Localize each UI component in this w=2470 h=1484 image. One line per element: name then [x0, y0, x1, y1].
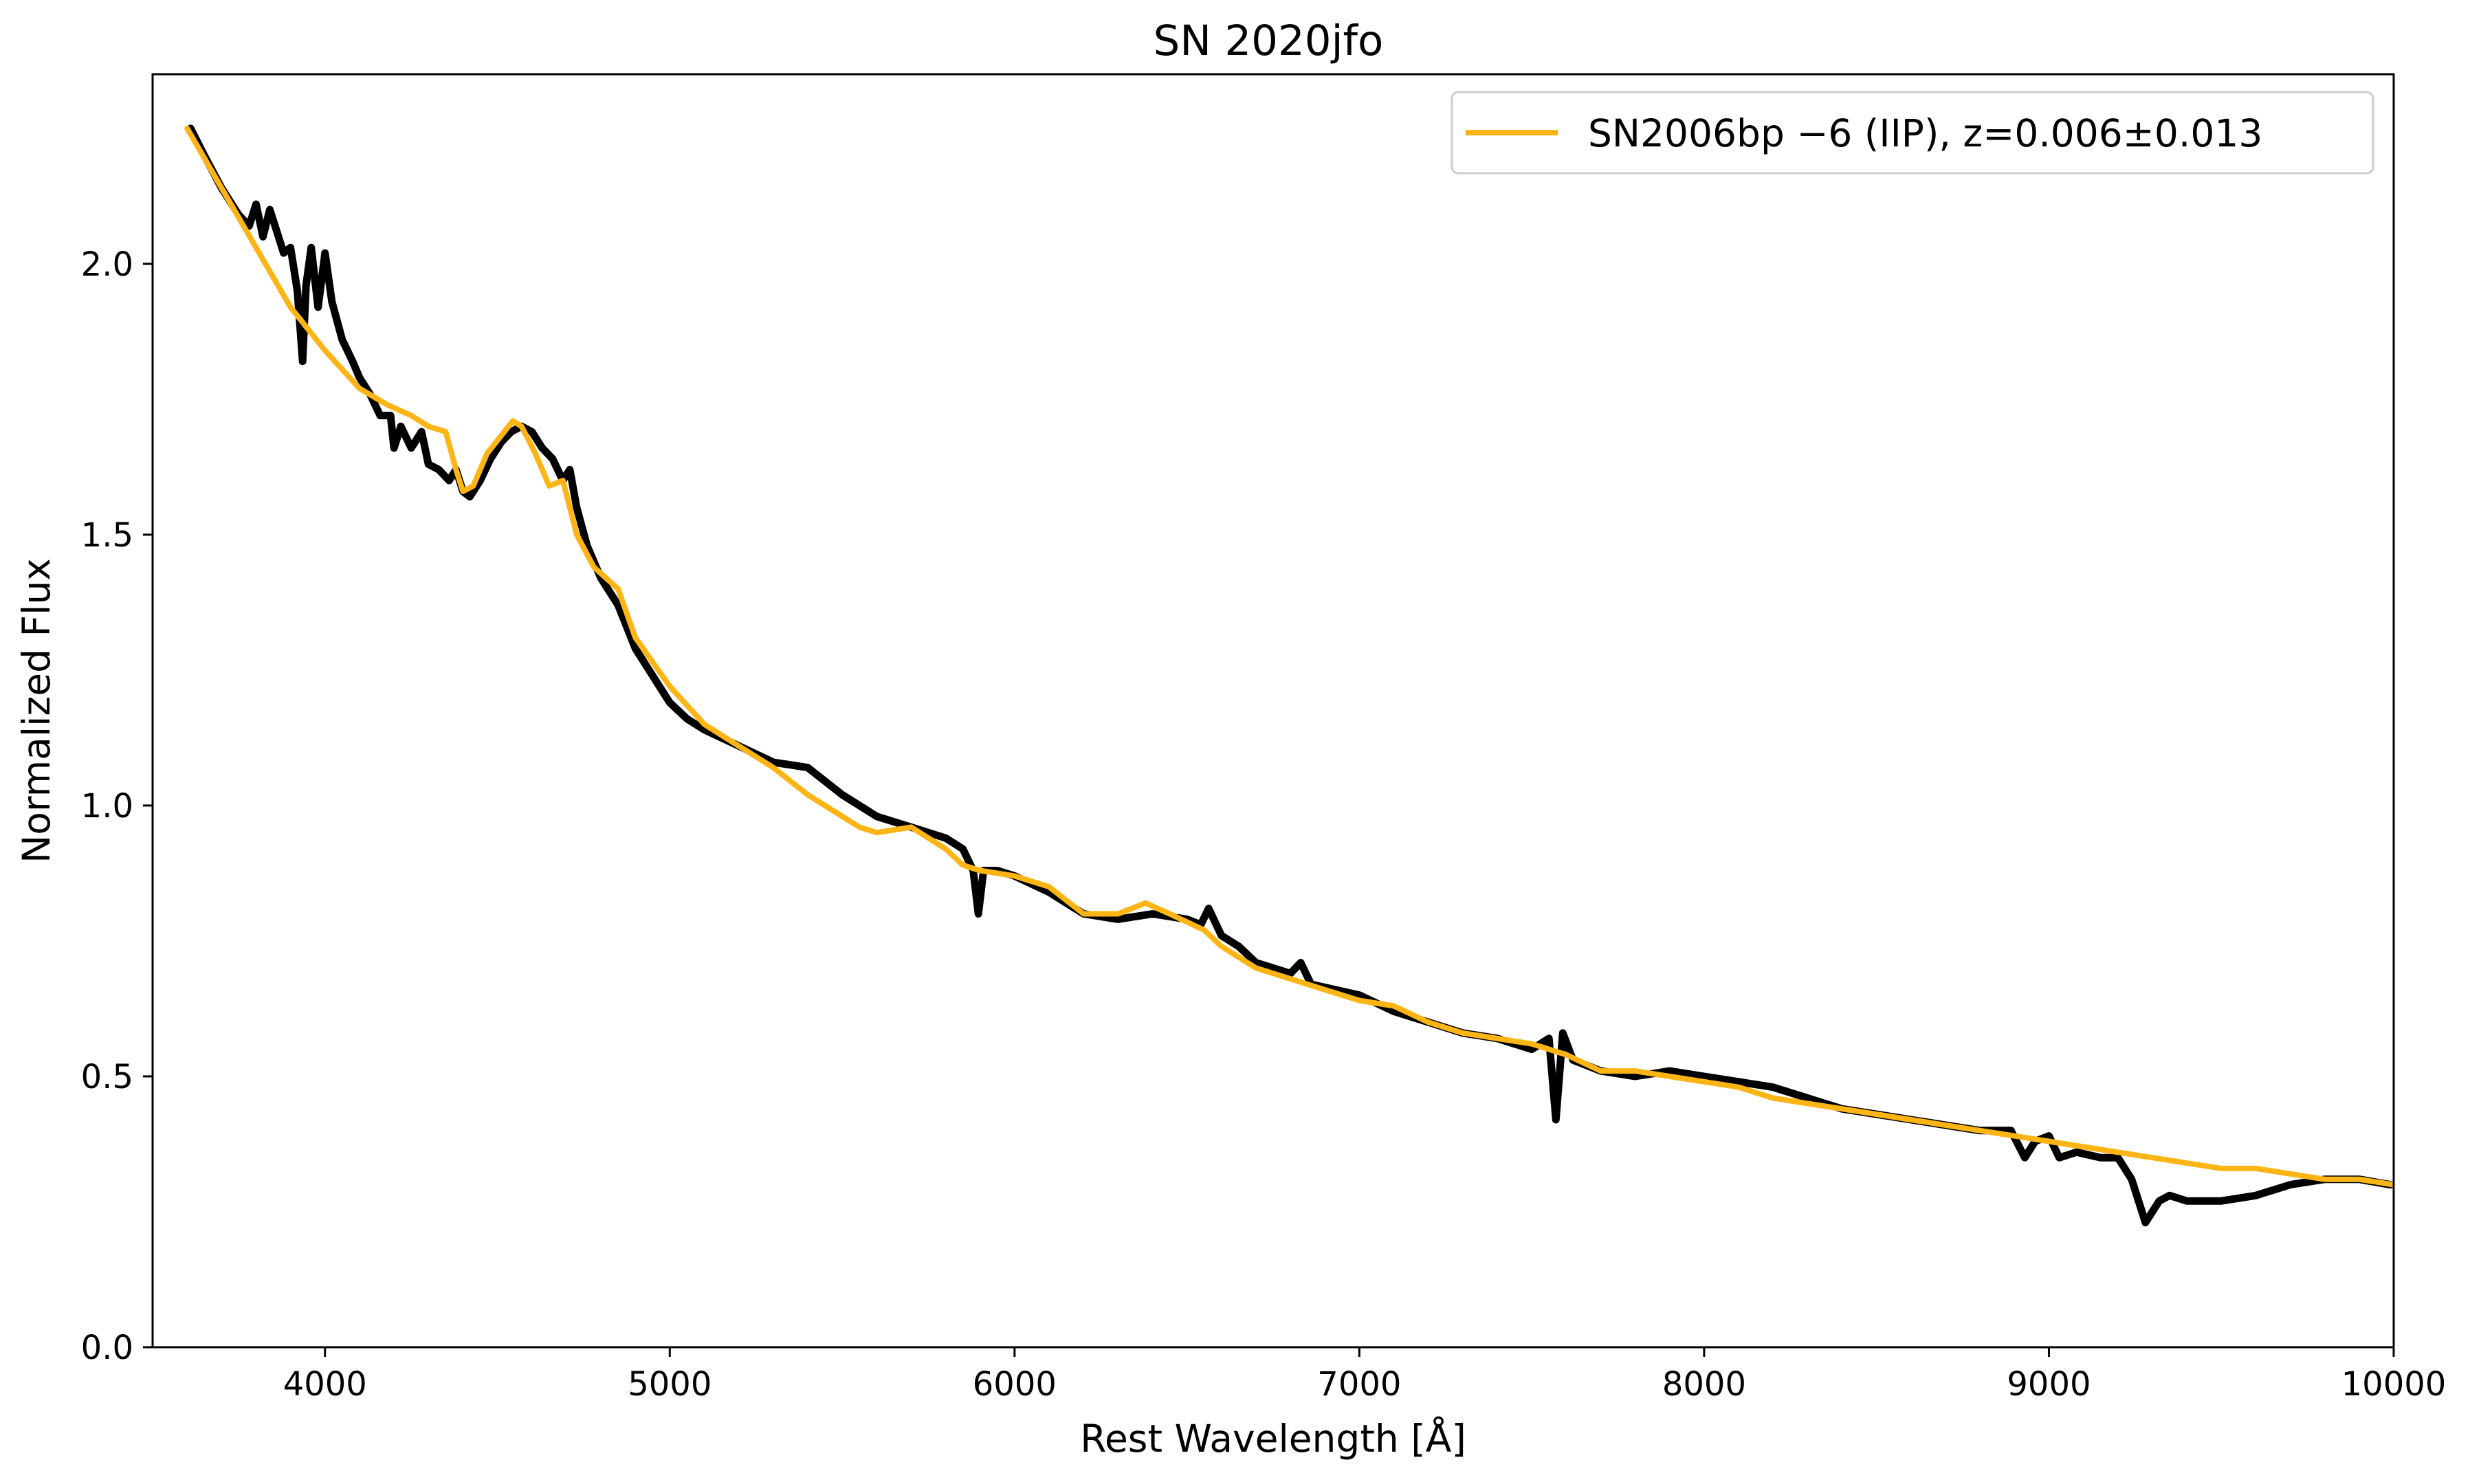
- x-tick-label: 10000: [2341, 1365, 2447, 1404]
- x-tick-label: 6000: [973, 1365, 1057, 1404]
- x-axis-label: Rest Wavelength [Å]: [1080, 1416, 1466, 1461]
- x-tick-label: 7000: [1317, 1365, 1401, 1404]
- series-line-sn2006bp-template: [184, 125, 2394, 1188]
- y-tick-label: 0.0: [81, 1329, 133, 1367]
- y-tick-label: 1.0: [81, 787, 133, 826]
- legend: SN2006bp −6 (IIP), z=0.006±0.013: [1451, 91, 2374, 175]
- chart-title: SN 2020jfo: [1154, 16, 1384, 65]
- x-tick-label: 8000: [1662, 1365, 1746, 1404]
- x-tick-label: 9000: [2007, 1365, 2091, 1404]
- y-tick-label: 0.5: [81, 1058, 133, 1096]
- plot-area-frame: [151, 73, 2395, 1349]
- series-layer: [184, 124, 2394, 1227]
- y-axis-label: Normalized Flux: [14, 558, 58, 863]
- x-tick-label: 5000: [628, 1365, 712, 1404]
- y-tick-label: 2.0: [81, 245, 133, 284]
- legend-frame: [1451, 91, 2374, 175]
- y-tick-label: 1.5: [81, 516, 133, 555]
- y-axis-ticks: 0.0 0.5 1.0 1.5 2.0: [81, 245, 153, 1367]
- x-tick-label: 4000: [283, 1365, 367, 1404]
- x-axis-ticks: 4000 5000 6000 7000 8000 9000 10000: [283, 1347, 2447, 1404]
- legend-label-sn2006bp: SN2006bp −6 (IIP), z=0.006±0.013: [1588, 111, 2262, 155]
